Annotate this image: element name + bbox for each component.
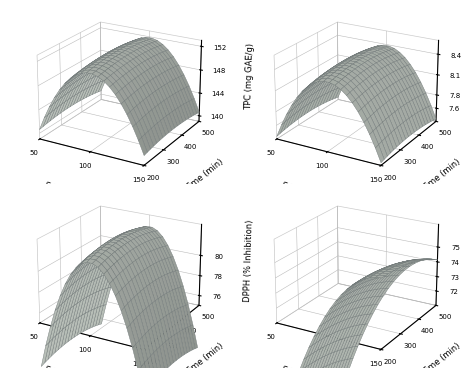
- X-axis label: Speed (rpm): Speed (rpm): [281, 365, 335, 368]
- X-axis label: Speed (rpm): Speed (rpm): [281, 181, 335, 203]
- X-axis label: Speed (rpm): Speed (rpm): [44, 181, 98, 203]
- X-axis label: Speed (rpm): Speed (rpm): [44, 365, 98, 368]
- Y-axis label: Time (min): Time (min): [184, 342, 226, 368]
- Y-axis label: Time (min): Time (min): [421, 158, 463, 193]
- Y-axis label: Time (min): Time (min): [184, 158, 226, 193]
- Y-axis label: Time (min): Time (min): [421, 342, 463, 368]
